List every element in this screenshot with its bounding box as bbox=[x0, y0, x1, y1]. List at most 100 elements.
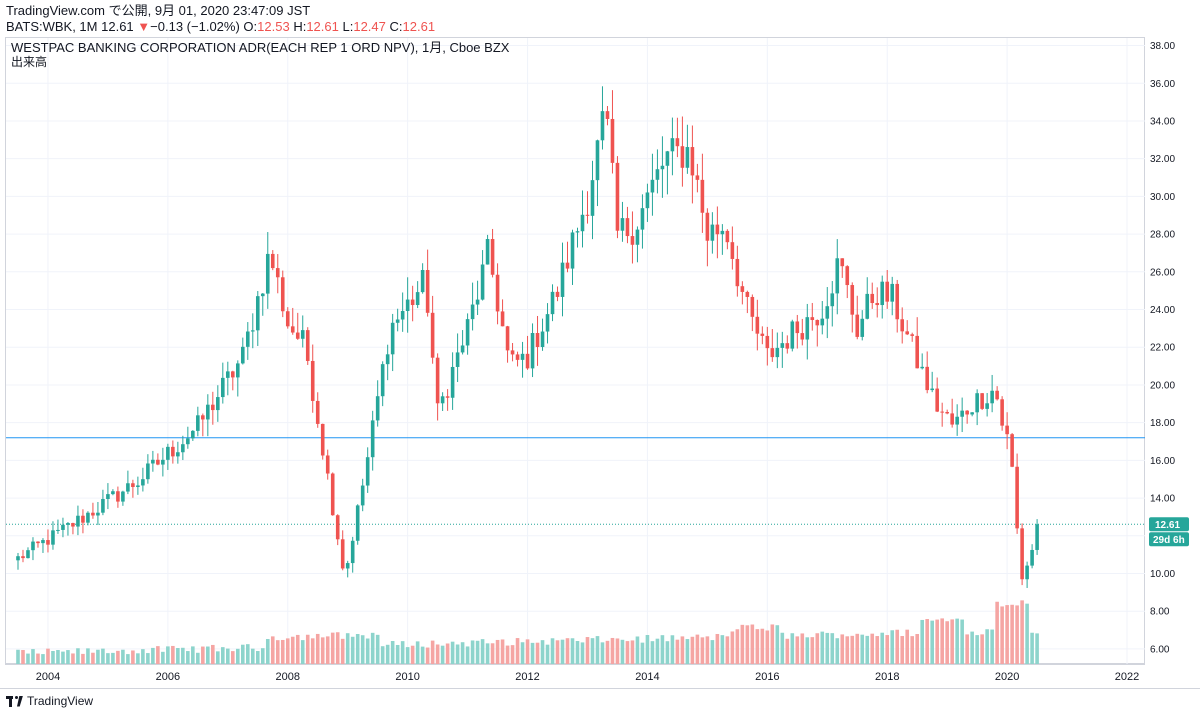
candle-body bbox=[955, 416, 959, 425]
candle-body bbox=[196, 415, 200, 431]
candle-body bbox=[255, 296, 260, 331]
candle-body bbox=[785, 343, 790, 349]
volume-bar bbox=[535, 642, 540, 664]
candle-body bbox=[475, 299, 480, 305]
candle-body bbox=[530, 333, 535, 369]
candle-body bbox=[31, 541, 35, 551]
candle-body bbox=[51, 530, 55, 545]
candle-body bbox=[36, 541, 40, 544]
candle-body bbox=[700, 179, 705, 213]
candle-body bbox=[126, 483, 130, 492]
candle-body bbox=[420, 270, 425, 293]
candle-body bbox=[226, 371, 230, 378]
candle-body bbox=[116, 491, 120, 502]
candle-body bbox=[675, 138, 680, 147]
candle-body bbox=[161, 459, 165, 465]
candle-body bbox=[930, 388, 934, 391]
price-tick-label: 22.00 bbox=[1150, 343, 1175, 354]
volume-bar bbox=[300, 640, 305, 664]
volume-bar bbox=[340, 638, 345, 664]
candle-body bbox=[960, 410, 964, 417]
volume-bar bbox=[940, 618, 944, 664]
candle-body bbox=[985, 403, 989, 409]
candle-body bbox=[26, 550, 30, 559]
volume-bar bbox=[780, 632, 785, 664]
volume-bar bbox=[76, 648, 80, 664]
volume-bar bbox=[1000, 606, 1004, 664]
price-tick-label: 18.00 bbox=[1150, 418, 1175, 429]
volume-bar bbox=[375, 634, 380, 664]
candle-body bbox=[875, 303, 880, 306]
price-tick-label: 6.00 bbox=[1150, 644, 1170, 655]
candle-body bbox=[480, 264, 485, 300]
candle-body bbox=[435, 357, 440, 404]
ohlc-line: BATS:WBK, 1M 12.61 ▼−0.13 (−1.02%) O:12.… bbox=[6, 19, 435, 35]
candle-body bbox=[455, 352, 460, 367]
volume-bar bbox=[640, 642, 645, 664]
brand-footer[interactable]: TradingView bbox=[6, 694, 93, 708]
volume-bar bbox=[410, 645, 415, 664]
volume-bar bbox=[975, 635, 979, 664]
close-label: C: bbox=[389, 19, 403, 34]
volume-bar bbox=[730, 631, 735, 664]
price-tick-label: 28.00 bbox=[1150, 230, 1175, 241]
volume-bar bbox=[146, 653, 150, 664]
candle-body bbox=[176, 452, 180, 457]
volume-bar bbox=[265, 638, 270, 664]
candle-body bbox=[540, 331, 545, 348]
volume-bar bbox=[560, 639, 565, 664]
candle-body bbox=[600, 111, 605, 141]
candle-body bbox=[800, 333, 805, 340]
candle-body bbox=[390, 322, 395, 355]
price-tick-label: 16.00 bbox=[1150, 456, 1175, 467]
candle-body bbox=[555, 291, 560, 297]
volume-bar bbox=[355, 633, 360, 664]
volume-bar bbox=[26, 653, 30, 664]
candle-body bbox=[770, 348, 775, 358]
volume-bar bbox=[440, 645, 445, 664]
time-tick-label: 2022 bbox=[1115, 671, 1139, 683]
price-tick-label: 30.00 bbox=[1150, 192, 1175, 203]
candle-body bbox=[320, 423, 325, 456]
volume-bar bbox=[450, 641, 455, 664]
candle-body bbox=[895, 283, 900, 320]
time-axis-line bbox=[5, 664, 1145, 665]
volume-bar bbox=[191, 646, 195, 664]
candle-body bbox=[425, 270, 430, 313]
candle-body bbox=[685, 147, 690, 168]
volume-bar bbox=[650, 641, 655, 664]
volume-bar bbox=[221, 647, 225, 664]
volume-bar bbox=[870, 633, 875, 664]
candle-body bbox=[935, 388, 939, 412]
volume-bar bbox=[335, 632, 340, 664]
volume-bar bbox=[1020, 600, 1024, 664]
candle-body bbox=[970, 412, 974, 415]
volume-bar bbox=[775, 625, 780, 664]
time-tick-label: 2014 bbox=[635, 671, 659, 683]
candle-body bbox=[216, 397, 220, 411]
candle-body bbox=[920, 366, 924, 369]
volume-bar bbox=[950, 619, 954, 664]
candle-body bbox=[285, 311, 290, 327]
volume-bar bbox=[365, 638, 370, 664]
open-value: 12.53 bbox=[257, 19, 290, 34]
volume-bar bbox=[280, 639, 285, 664]
volume-bar bbox=[600, 642, 605, 664]
volume-bar bbox=[710, 640, 715, 664]
candle-body bbox=[630, 236, 635, 245]
volume-bar bbox=[420, 646, 425, 664]
candle-body bbox=[365, 457, 370, 486]
volume-bar bbox=[201, 646, 205, 664]
candle-body bbox=[330, 473, 335, 516]
volume-bar bbox=[330, 632, 335, 664]
volume-bar bbox=[840, 634, 845, 664]
chart-pane[interactable] bbox=[5, 37, 1145, 664]
candle-body bbox=[535, 333, 540, 348]
candle-body bbox=[545, 314, 550, 332]
candle-body bbox=[260, 293, 265, 297]
volume-bar bbox=[156, 646, 160, 664]
volume-bar bbox=[176, 648, 180, 664]
candle-body bbox=[750, 296, 755, 317]
candle-body bbox=[1015, 466, 1019, 529]
